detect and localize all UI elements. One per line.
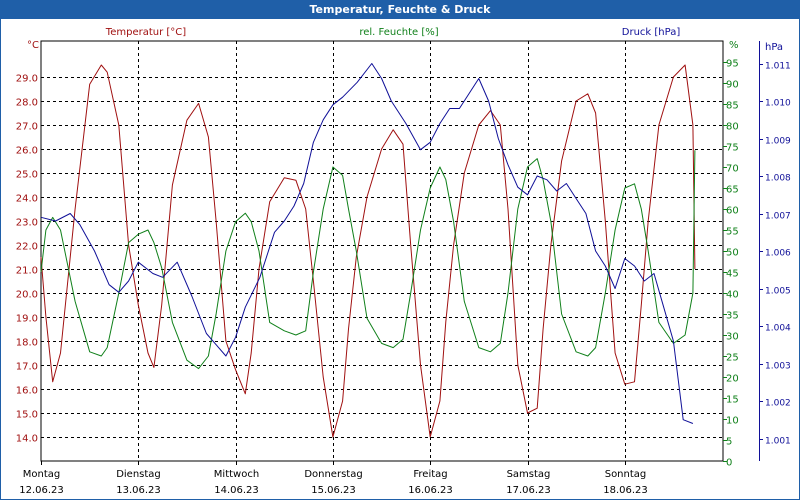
day-date-label: 12.06.23 [19,485,64,496]
day-date-label: 13.06.23 [116,485,161,496]
temperature-tick-label: 16.0 [16,386,38,397]
temperature-tick-label: 28.0 [16,98,38,109]
pressure-unit: hPa [765,42,783,53]
series-layer [40,63,696,438]
temperature-tick-label: 20.0 [16,290,38,301]
day-date-label: 16.06.23 [408,485,453,496]
humidity-tick-label: 70 [726,164,739,175]
temperature-series-line [40,64,696,438]
temperature-axis-label: Temperatur [°C] [105,27,186,38]
humidity-tick-label: 20 [726,374,739,385]
day-date-label: 15.06.23 [311,485,356,496]
temperature-tick-label: 23.0 [16,218,38,229]
humidity-tick-label: 50 [726,248,739,259]
humidity-tick-label: 30 [726,332,739,343]
day-name-label: Samstag [507,469,551,480]
humidity-tick-label: 5 [726,437,732,448]
humidity-tick-label: 60 [726,206,739,217]
temperature-tick-label: 15.0 [16,410,38,421]
humidity-tick-label: 95 [726,59,739,70]
temperature-tick-label: 29.0 [16,74,38,85]
humidity-tick-label: 40 [726,290,739,301]
temperature-tick-label: 21.0 [16,266,38,277]
pressure-tick-label: 1.004 [765,324,791,334]
day-name-label: Montag [23,469,60,480]
pressure-axis-label: Druck [hPa] [622,27,681,38]
temperature-tick-label: 18.0 [16,338,38,349]
humidity-tick-label: 90 [726,80,739,91]
temperature-unit: °C [27,40,39,51]
temperature-tick-label: 22.0 [16,242,38,253]
pressure-tick-label: 1.002 [765,399,791,409]
temperature-tick-label: 14.0 [16,434,38,445]
pressure-tick-label: 1.008 [765,174,791,184]
temperature-tick-label: 19.0 [16,314,38,325]
day-name-label: Dienstag [116,469,161,480]
humidity-tick-label: 10 [726,416,739,427]
plot-border [40,40,724,462]
humidity-axis-label: rel. Feuchte [%] [359,27,438,38]
pressure-tick-label: 1.001 [765,437,791,447]
axis-layer: 14.0 15.0 16.0 17.0 18.0 19.0 20.0 21.0 22.0 23.0… [16,27,791,496]
pressure-tick-label: 1.006 [765,249,791,259]
humidity-tick-label: 85 [726,101,739,112]
day-name-label: Mittwoch [214,469,259,480]
pressure-tick-label: 1.009 [765,137,791,147]
humidity-tick-label: 65 [726,185,739,196]
temperature-tick-label: 25.0 [16,170,38,181]
chart-title: Temperatur, Feuchte & Druck [309,3,491,16]
humidity-tick-label: 15 [726,395,739,406]
temperature-tick-label: 24.0 [16,194,38,205]
humidity-unit: % [729,40,739,51]
day-date-label: 18.06.23 [603,485,648,496]
day-name-label: Freitag [413,469,447,480]
temperature-tick-label: 17.0 [16,362,38,373]
pressure-tick-label: 1.003 [765,362,791,372]
day-date-label: 17.06.23 [506,485,551,496]
day-date-label: 14.06.23 [214,485,259,496]
humidity-tick-label: 75 [726,143,739,154]
temperature-tick-label: 27.0 [16,122,38,133]
day-name-label: Donnerstag [304,469,362,480]
pressure-tick-label: 1.011 [765,62,791,72]
humidity-tick-label: 80 [726,122,739,133]
humidity-tick-label: 55 [726,227,739,238]
grid-layer [40,40,724,462]
pressure-tick-label: 1.005 [765,287,791,297]
pressure-tick-label: 1.007 [765,212,791,222]
humidity-tick-label: 0 [726,458,732,469]
pressure-series-line [40,63,694,424]
humidity-series-line [40,150,696,370]
pressure-tick-label: 1.010 [765,99,791,109]
title-bar [1,1,799,19]
humidity-tick-label: 35 [726,311,739,322]
humidity-tick-label: 25 [726,353,739,364]
temperature-tick-label: 26.0 [16,146,38,157]
humidity-tick-label: 45 [726,269,739,280]
day-name-label: Sonntag [605,469,647,480]
